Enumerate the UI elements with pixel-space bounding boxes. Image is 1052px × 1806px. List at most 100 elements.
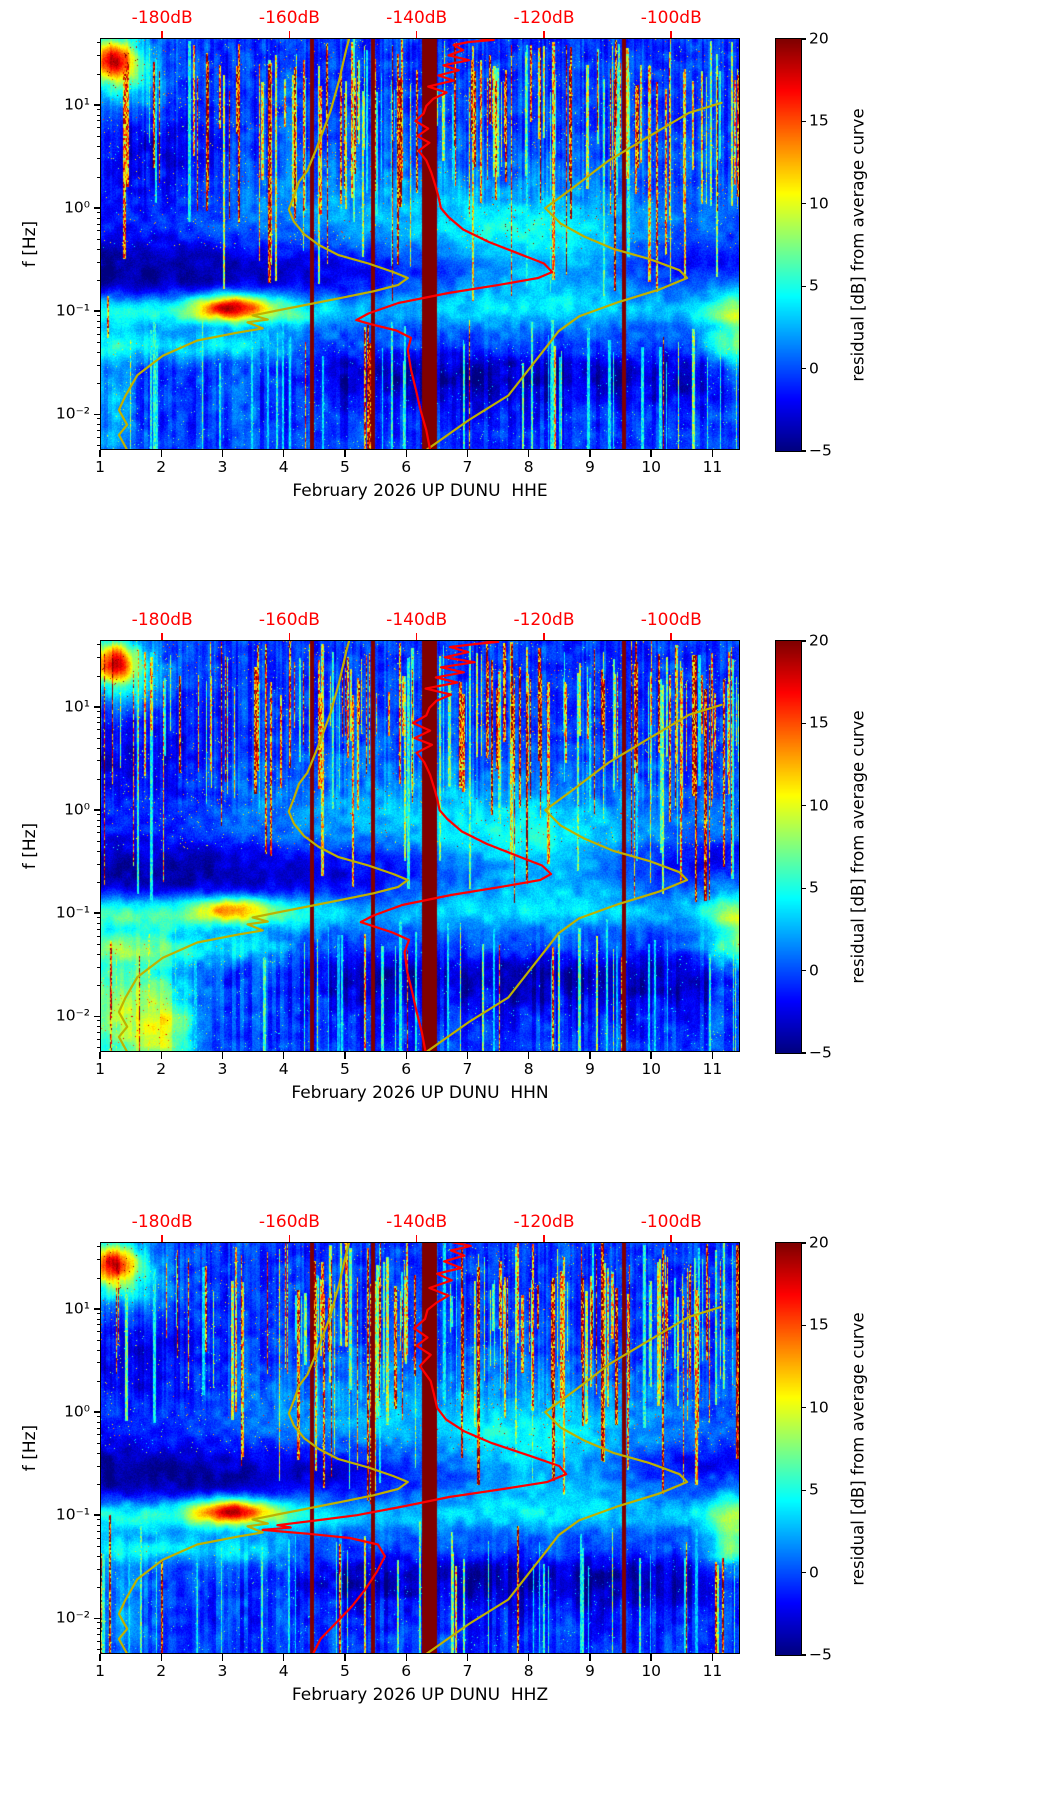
x-tick-mark [283, 1052, 285, 1059]
x-tick-label: 7 [462, 458, 473, 476]
x-tick-label: 1 [95, 458, 105, 476]
colorbar-tick-mark [801, 203, 806, 205]
y-tick-label: 10⁻¹ [55, 903, 90, 922]
top-axis-tick-mark [543, 633, 545, 640]
y-tick-label: 10⁻² [55, 404, 90, 423]
top-db-label: -120dB [513, 610, 575, 630]
x-axis-label: February 2026 UP DUNU HHZ [291, 1685, 549, 1705]
y-tick-label: 10⁰ [64, 1402, 90, 1421]
top-db-label: -160dB [258, 1212, 320, 1232]
colorbar-tick-mark [801, 969, 806, 972]
x-tick-label: 3 [217, 458, 228, 476]
spectrogram-heatmap [100, 640, 740, 1052]
x-tick-label: 6 [401, 458, 412, 476]
colorbar-tick-mark [801, 722, 806, 725]
top-axis-tick-mark [543, 1235, 545, 1242]
x-tick-mark [466, 450, 469, 457]
top-db-label: -180dB [131, 1212, 193, 1232]
x-tick-label: 9 [585, 1662, 595, 1680]
y-tick-label: 10⁻¹ [55, 1505, 90, 1524]
average-psd-curve [355, 38, 554, 450]
x-tick-mark [283, 450, 285, 457]
y-tick-label: 10⁻² [55, 1006, 90, 1025]
x-tick-mark [283, 1654, 285, 1661]
colorbar-label: residual [dB] from average curve [848, 710, 868, 984]
spectrogram-panel-hhe: -180dB -160dB -140dB -120dB -100dB 1 2 3 4 5 6 7 8 9… [0, 0, 1052, 602]
x-tick-label: 6 [401, 1060, 412, 1078]
x-tick-mark [528, 1654, 530, 1661]
curves-overlay [117, 38, 723, 450]
x-tick-mark [160, 450, 162, 457]
top-db-label: -140dB [386, 610, 448, 630]
top-db-label: -160dB [258, 8, 320, 28]
x-tick-mark [344, 450, 346, 457]
x-tick-mark [711, 1654, 714, 1661]
y-tick-label: 10⁰ [64, 800, 90, 819]
average-psd-curve [359, 640, 553, 1052]
colorbar: 20 15 10 5 0 −5 residual [dB] from average cu… [775, 633, 868, 1060]
x-tick-mark [344, 1654, 346, 1661]
colorbar-tick-mark [801, 1407, 806, 1409]
x-tick-mark [466, 1654, 469, 1661]
colorbar-tick-mark [801, 1324, 806, 1327]
colorbar-gradient [776, 641, 801, 1053]
x-tick-label: 5 [340, 1662, 350, 1680]
plot-area: 1 2 3 4 5 6 7 8 9 10 11 10⁻² 10⁻¹ 10⁰ 10¹ f [Hz] Febr… [20, 633, 740, 1103]
x-tick-label: 11 [702, 1060, 723, 1078]
spectrogram-heatmap [100, 38, 740, 450]
top-axis-tick-mark [415, 31, 418, 38]
colorbar-tick-label: 20 [809, 631, 829, 650]
x-tick-label: 11 [702, 1662, 723, 1680]
top-axis-tick-mark [543, 31, 545, 38]
colorbar-tick-mark [801, 1052, 806, 1054]
colorbar-tick-label: −5 [809, 1645, 832, 1664]
top-axis-tick-mark [161, 31, 163, 38]
x-tick-label: 4 [278, 1662, 289, 1680]
x-tick-label: 1 [95, 1662, 105, 1680]
colorbar-tick-mark [801, 887, 806, 889]
colorbar-tick-label: 10 [809, 194, 829, 213]
x-tick-mark [405, 450, 407, 457]
x-tick-mark [221, 450, 224, 457]
top-db-label: -120dB [513, 8, 575, 28]
x-tick-mark [589, 450, 591, 457]
x-tick-label: 2 [156, 1060, 167, 1078]
top-db-axis-labels: -180dB -160dB -140dB -120dB -100dB [100, 611, 740, 633]
x-tick-label: 8 [523, 458, 534, 476]
colorbar-tick-label: 10 [809, 796, 829, 815]
top-db-label: -100dB [640, 1212, 702, 1232]
x-tick-mark [711, 450, 714, 457]
colorbar-tick-mark [801, 1489, 806, 1491]
y-tick-label: 10⁻¹ [55, 301, 90, 320]
x-tick-label: 6 [401, 1662, 412, 1680]
colorbar: 20 15 10 5 0 −5 residual [dB] from average cu… [775, 1235, 868, 1662]
colorbar-tick-label: 20 [809, 29, 829, 48]
colorbar-tick-mark [801, 1654, 806, 1656]
curves-overlay [117, 1242, 723, 1654]
colorbar-tick-label: 5 [809, 276, 819, 295]
average-psd-curve [261, 1242, 568, 1654]
x-tick-mark [528, 450, 530, 457]
top-axis-tick-mark [288, 31, 291, 38]
x-tick-label: 2 [156, 458, 167, 476]
x-tick-label: 8 [523, 1662, 534, 1680]
top-axis-tick-mark [670, 1235, 672, 1242]
x-tick-mark [466, 1052, 469, 1059]
x-tick-label: 3 [217, 1060, 228, 1078]
x-axis-label: February 2026 UP DUNU HHN [291, 1083, 549, 1103]
noise-model-low-curve [117, 1242, 409, 1654]
top-axis-tick-mark [670, 633, 672, 640]
x-tick-label: 5 [340, 1060, 350, 1078]
x-tick-mark [99, 450, 101, 457]
colorbar-tick-label: 15 [809, 111, 829, 130]
top-axis-tick-mark [161, 1235, 163, 1242]
x-tick-mark [528, 1052, 530, 1059]
x-tick-mark [221, 1654, 224, 1661]
y-axis-label: f [Hz] [20, 220, 40, 268]
spectrogram-panel-hhn: -180dB -160dB -140dB -120dB -100dB 1 2 3 4 5 6 7 8 9… [0, 602, 1052, 1204]
x-tick-label: 4 [278, 458, 289, 476]
top-db-label: -180dB [131, 610, 193, 630]
colorbar-gradient [776, 1243, 801, 1655]
top-db-axis-labels: -180dB -160dB -140dB -120dB -100dB [100, 1213, 740, 1235]
colorbar-tick-label: 0 [809, 960, 819, 979]
